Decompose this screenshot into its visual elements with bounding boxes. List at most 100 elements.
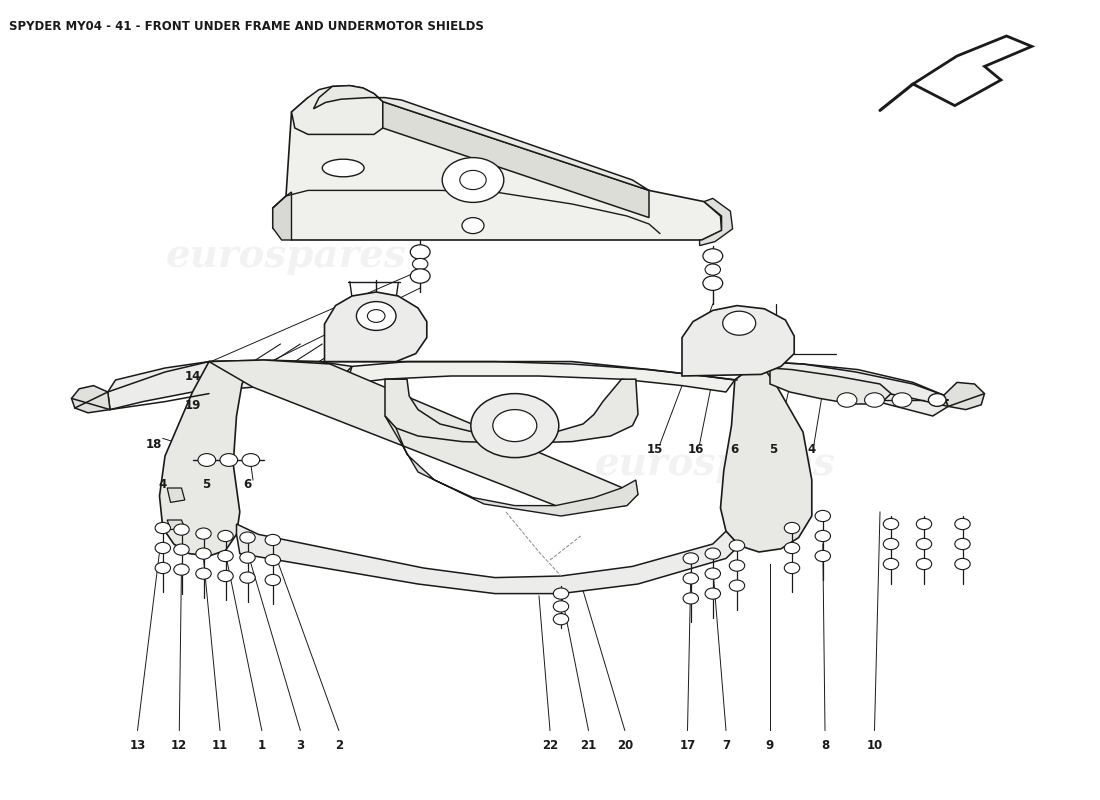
Circle shape — [493, 410, 537, 442]
Circle shape — [955, 538, 970, 550]
Circle shape — [815, 530, 830, 542]
Circle shape — [815, 510, 830, 522]
Circle shape — [705, 548, 720, 559]
Polygon shape — [314, 86, 649, 190]
Polygon shape — [324, 292, 427, 362]
Circle shape — [703, 276, 723, 290]
Polygon shape — [108, 360, 352, 410]
Text: 8: 8 — [821, 739, 829, 752]
Polygon shape — [273, 98, 722, 240]
Polygon shape — [385, 379, 638, 443]
Polygon shape — [273, 192, 292, 240]
Text: 18: 18 — [146, 438, 162, 450]
Circle shape — [174, 564, 189, 575]
Circle shape — [174, 524, 189, 535]
Polygon shape — [682, 306, 794, 376]
Text: 10: 10 — [867, 739, 882, 752]
Circle shape — [928, 394, 946, 406]
Circle shape — [729, 580, 745, 591]
Text: 3: 3 — [296, 739, 305, 752]
Circle shape — [442, 158, 504, 202]
Circle shape — [242, 454, 260, 466]
Circle shape — [155, 542, 170, 554]
Text: 5: 5 — [201, 478, 210, 490]
Polygon shape — [209, 360, 638, 512]
Circle shape — [815, 550, 830, 562]
Polygon shape — [72, 386, 110, 413]
Text: 22: 22 — [542, 739, 558, 752]
Text: 6: 6 — [730, 443, 739, 456]
Circle shape — [784, 522, 800, 534]
Circle shape — [955, 558, 970, 570]
Circle shape — [723, 311, 756, 335]
Circle shape — [220, 454, 238, 466]
Circle shape — [462, 218, 484, 234]
Circle shape — [729, 560, 745, 571]
Circle shape — [837, 393, 857, 407]
Circle shape — [865, 393, 884, 407]
Circle shape — [218, 530, 233, 542]
Polygon shape — [160, 362, 253, 556]
Text: 11: 11 — [212, 739, 228, 752]
Circle shape — [784, 562, 800, 574]
Circle shape — [916, 558, 932, 570]
Circle shape — [265, 554, 280, 566]
Circle shape — [265, 534, 280, 546]
Text: 9: 9 — [766, 739, 774, 752]
Text: 4: 4 — [158, 478, 167, 490]
Circle shape — [155, 522, 170, 534]
Circle shape — [196, 528, 211, 539]
Text: SPYDER MY04 - 41 - FRONT UNDER FRAME AND UNDERMOTOR SHIELDS: SPYDER MY04 - 41 - FRONT UNDER FRAME AND… — [9, 20, 484, 33]
Polygon shape — [346, 362, 735, 392]
Polygon shape — [720, 362, 812, 552]
Polygon shape — [700, 198, 733, 246]
Circle shape — [218, 550, 233, 562]
Circle shape — [729, 540, 745, 551]
Circle shape — [916, 538, 932, 550]
Text: eurospares: eurospares — [166, 237, 406, 275]
Circle shape — [155, 562, 170, 574]
Circle shape — [916, 518, 932, 530]
Polygon shape — [167, 488, 185, 502]
Circle shape — [883, 538, 899, 550]
Polygon shape — [383, 102, 649, 218]
Circle shape — [705, 588, 720, 599]
Ellipse shape — [322, 159, 364, 177]
Text: 7: 7 — [722, 739, 730, 752]
Text: 6: 6 — [243, 478, 252, 490]
Circle shape — [174, 544, 189, 555]
Circle shape — [683, 593, 698, 604]
Text: 5: 5 — [769, 443, 778, 456]
Text: 1: 1 — [257, 739, 266, 752]
Text: 19: 19 — [185, 399, 200, 412]
Text: 4: 4 — [807, 443, 816, 456]
Circle shape — [471, 394, 559, 458]
Circle shape — [410, 245, 430, 259]
Circle shape — [705, 568, 720, 579]
Text: 2: 2 — [334, 739, 343, 752]
Circle shape — [240, 532, 255, 543]
Circle shape — [683, 573, 698, 584]
Circle shape — [705, 264, 720, 275]
Text: 21: 21 — [581, 739, 596, 752]
Circle shape — [240, 552, 255, 563]
Circle shape — [955, 518, 970, 530]
Circle shape — [412, 258, 428, 270]
Polygon shape — [913, 36, 1032, 106]
Polygon shape — [385, 416, 638, 516]
Circle shape — [218, 570, 233, 582]
Circle shape — [367, 310, 385, 322]
Circle shape — [553, 601, 569, 612]
Circle shape — [883, 518, 899, 530]
Text: 12: 12 — [172, 739, 187, 752]
Circle shape — [683, 553, 698, 564]
Polygon shape — [735, 362, 948, 416]
Circle shape — [198, 454, 216, 466]
Text: eurospares: eurospares — [595, 445, 835, 483]
Circle shape — [892, 393, 912, 407]
Text: 16: 16 — [689, 443, 704, 456]
Circle shape — [240, 572, 255, 583]
Polygon shape — [944, 382, 984, 410]
Circle shape — [265, 574, 280, 586]
Polygon shape — [167, 520, 185, 530]
